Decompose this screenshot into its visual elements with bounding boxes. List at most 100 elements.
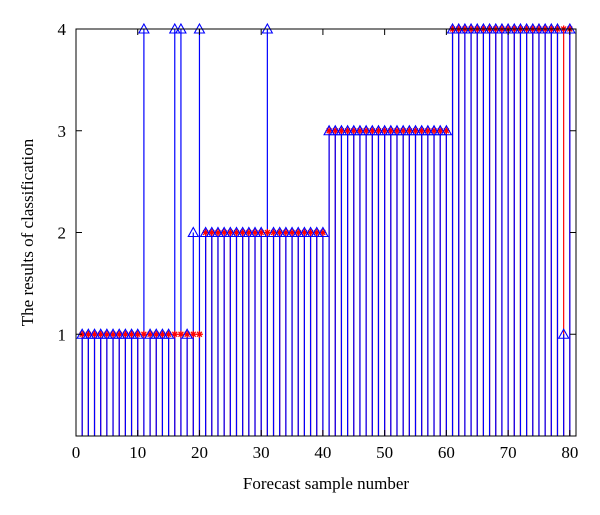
actual-marker xyxy=(195,330,203,338)
predicted-marker xyxy=(267,226,280,238)
actual-marker xyxy=(134,330,142,338)
actual-marker xyxy=(78,330,86,338)
actual-marker xyxy=(374,127,382,135)
actual-marker xyxy=(430,127,438,135)
actual-marker xyxy=(103,330,111,338)
predicted-marker xyxy=(144,328,157,339)
predicted-marker xyxy=(323,124,336,136)
predicted-marker xyxy=(409,124,422,136)
predicted-marker xyxy=(354,124,366,136)
predicted-marker xyxy=(421,124,434,136)
actual-marker xyxy=(232,229,240,236)
predicted-marker xyxy=(428,124,440,136)
y-tick-label: 2 xyxy=(58,224,67,243)
predicted-marker xyxy=(415,124,428,136)
actual-marker xyxy=(158,330,166,338)
actual-marker xyxy=(146,330,154,338)
actual-marker xyxy=(276,229,284,236)
predicted-marker xyxy=(310,226,323,238)
predicted-marker xyxy=(249,226,261,238)
actual-marker xyxy=(128,330,136,338)
predicted-marker xyxy=(316,226,329,238)
actual-marker xyxy=(418,127,426,135)
x-tick-label: 40 xyxy=(314,443,331,462)
predicted-marker xyxy=(279,226,292,238)
x-tick-label: 30 xyxy=(253,443,270,462)
predicted-marker xyxy=(298,226,311,238)
predicted-marker xyxy=(205,226,218,238)
actual-marker xyxy=(109,330,117,338)
predicted-marker xyxy=(341,124,354,136)
predicted-marker xyxy=(372,124,385,136)
predicted-marker xyxy=(181,328,194,339)
y-tick-label: 3 xyxy=(58,122,67,141)
predicted-marker xyxy=(212,226,224,238)
predicted-marker xyxy=(113,328,126,339)
actual-marker xyxy=(436,127,444,135)
x-axis-tick-labels: 0 10 20 30 40 50 60 70 80 xyxy=(72,443,579,462)
actual-marker xyxy=(220,229,228,236)
predicted-marker xyxy=(187,226,200,238)
x-tick-label: 50 xyxy=(376,443,393,462)
actual-marker xyxy=(189,330,197,338)
predicted-marker xyxy=(131,328,144,339)
actual-marker xyxy=(226,229,234,236)
actual-marker xyxy=(91,330,99,338)
predicted-series-markers xyxy=(76,22,576,339)
axis-ticks xyxy=(75,28,576,436)
predicted-marker xyxy=(199,226,212,238)
predicted-marker xyxy=(156,328,169,339)
y-axis-label: The results of classification xyxy=(18,138,37,326)
actual-marker xyxy=(165,330,173,338)
actual-marker xyxy=(257,229,265,236)
actual-marker xyxy=(424,127,432,135)
predicted-marker xyxy=(100,328,113,339)
actual-marker xyxy=(356,127,364,135)
actual-marker xyxy=(183,330,191,338)
actual-marker xyxy=(313,229,321,236)
predicted-marker xyxy=(82,328,95,339)
predicted-marker xyxy=(236,226,249,238)
x-tick-label: 60 xyxy=(438,443,455,462)
actual-marker xyxy=(331,127,339,135)
predicted-marker xyxy=(273,226,286,238)
predicted-marker xyxy=(397,124,410,136)
actual-marker xyxy=(288,229,296,236)
x-tick-label: 20 xyxy=(191,443,208,462)
actual-marker xyxy=(202,229,210,236)
actual-marker xyxy=(152,330,160,338)
actual-marker xyxy=(393,127,401,135)
predicted-marker xyxy=(218,226,231,238)
actual-marker xyxy=(245,229,253,236)
x-tick-label: 0 xyxy=(72,443,81,462)
predicted-marker xyxy=(119,328,132,339)
predicted-marker xyxy=(378,124,391,136)
predicted-marker xyxy=(94,328,107,339)
predicted-marker xyxy=(242,226,255,238)
predicted-marker xyxy=(384,124,397,136)
actual-marker xyxy=(97,330,105,338)
actual-marker xyxy=(307,229,315,236)
actual-marker xyxy=(319,229,327,236)
x-axis-label: Forecast sample number xyxy=(243,474,410,493)
actual-marker xyxy=(140,330,148,338)
actual-marker xyxy=(387,127,395,135)
predicted-marker xyxy=(329,124,342,136)
actual-marker xyxy=(442,127,450,135)
actual-marker xyxy=(344,127,352,135)
actual-marker xyxy=(282,229,290,236)
actual-marker xyxy=(208,229,216,236)
predicted-marker xyxy=(230,226,243,238)
actual-marker xyxy=(84,330,92,338)
predicted-marker xyxy=(88,328,101,339)
actual-marker xyxy=(263,229,271,236)
predicted-marker xyxy=(125,328,138,339)
y-tick-label: 4 xyxy=(58,20,67,39)
predicted-marker xyxy=(107,328,119,339)
actual-marker xyxy=(368,127,376,135)
x-tick-label: 70 xyxy=(500,443,517,462)
predicted-marker xyxy=(347,124,360,136)
actual-marker xyxy=(337,127,345,135)
predicted-marker xyxy=(335,124,348,136)
predicted-marker xyxy=(440,124,453,136)
